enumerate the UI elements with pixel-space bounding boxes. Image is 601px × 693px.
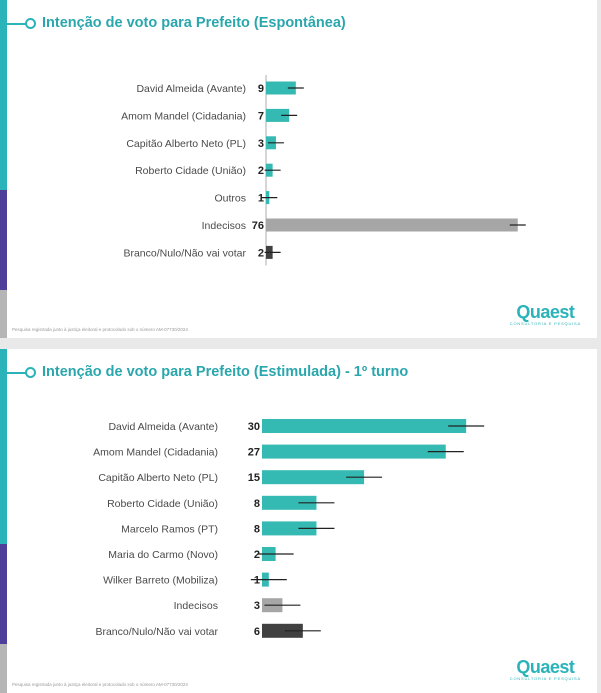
category-label: Capitão Alberto Neto (PL) (126, 138, 246, 150)
value-label: 2 (254, 549, 260, 561)
value-label: 1 (258, 193, 264, 205)
value-label: 3 (258, 138, 264, 150)
value-label: 27 (248, 447, 260, 459)
category-label: Maria do Carmo (Novo) (108, 549, 218, 561)
logo-tagline: CONSULTORIA E PESQUISA (509, 321, 581, 326)
category-label: David Almeida (Avante) (108, 421, 218, 433)
bar (266, 218, 518, 232)
value-label: 7 (258, 110, 264, 122)
category-label: Amom Mandel (Cidadania) (121, 110, 246, 122)
category-label: Branco/Nulo/Não vai votar (123, 247, 246, 259)
footnote: Pesquisa registrada junto à justiça elei… (12, 327, 188, 332)
quaest-logo: Quaest CONSULTORIA E PESQUISA (510, 658, 581, 681)
title-line (7, 372, 27, 374)
value-label: 2 (258, 165, 264, 177)
title-row: Intenção de voto para Prefeito (Estimula… (0, 361, 560, 385)
bar (266, 81, 296, 95)
chart-panel-espontanea: Intenção de voto para Prefeito (Espontân… (0, 0, 597, 338)
value-label: 1 (254, 575, 260, 587)
bar (266, 108, 290, 122)
title-row: Intenção de voto para Prefeito (Espontân… (0, 12, 560, 36)
category-label: Outros (214, 193, 246, 205)
category-label: David Almeida (Avante) (136, 83, 246, 95)
logo-tagline: CONSULTORIA E PESQUISA (509, 676, 581, 681)
bar (262, 470, 365, 485)
value-label: 8 (254, 523, 260, 535)
category-label: Indecisos (202, 220, 246, 232)
value-label: 3 (254, 600, 260, 612)
value-label: 8 (254, 498, 260, 510)
category-label: Wilker Barreto (Mobiliza) (103, 575, 218, 587)
category-label: Branco/Nulo/Não vai votar (95, 626, 218, 638)
quaest-logo: Quaest CONSULTORIA E PESQUISA (510, 303, 581, 326)
chart-panel-estimulada: Intenção de voto para Prefeito (Estimula… (0, 349, 597, 693)
title-dot-icon (25, 367, 36, 378)
value-label: 30 (248, 421, 260, 433)
chart-title: Intenção de voto para Prefeito (Espontân… (42, 15, 346, 31)
chart-title: Intenção de voto para Prefeito (Estimula… (42, 364, 409, 380)
bar (262, 623, 303, 638)
bar (262, 444, 446, 459)
category-label: Amom Mandel (Cidadania) (93, 447, 218, 459)
bar (262, 495, 317, 510)
title-line (7, 23, 27, 25)
logo-name: Quaest (516, 657, 575, 677)
edge-stripe-teal (0, 349, 7, 544)
category-label: Indecisos (174, 600, 218, 612)
footnote: Pesquisa registrada junto à justiça elei… (12, 682, 188, 687)
bar-chart-espontanea: David Almeida (Avante) 9 Amom Mandel (Cida… (121, 75, 526, 266)
value-label: 76 (252, 220, 264, 232)
bar-chart-estimulada: David Almeida (Avante) 30 Amom Mandel (Cid… (93, 419, 485, 638)
logo-name: Quaest (516, 302, 575, 322)
edge-stripe-purple (0, 544, 7, 644)
value-label: 6 (254, 626, 260, 638)
title-dot-icon (25, 18, 36, 29)
category-label: Capitão Alberto Neto (PL) (98, 472, 218, 484)
value-label: 9 (258, 83, 264, 95)
category-label: Roberto Cidade (União) (107, 498, 218, 510)
category-label: Marcelo Ramos (PT) (121, 523, 218, 535)
edge-stripe-teal (0, 0, 7, 190)
bar (262, 521, 317, 536)
edge-stripe-purple (0, 190, 7, 290)
category-label: Roberto Cidade (União) (135, 165, 246, 177)
edge-stripe-gray (0, 644, 7, 693)
bar (262, 419, 467, 433)
value-label: 15 (248, 472, 260, 484)
edge-stripe-gray (0, 290, 7, 338)
value-label: 2 (258, 247, 264, 259)
